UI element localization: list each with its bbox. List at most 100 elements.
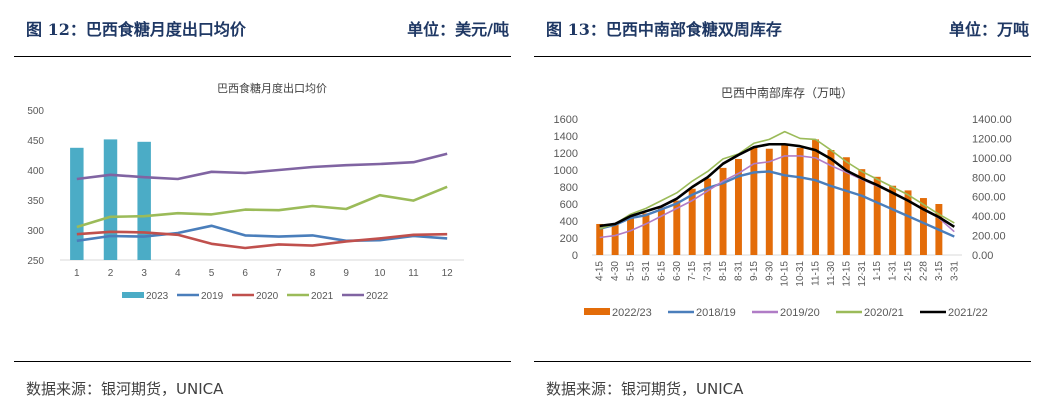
bar-2022/23 [781, 144, 789, 255]
bar-2022/23 [673, 200, 681, 255]
figure-title: 图 12：巴西食糖月度出口均价 [26, 20, 246, 39]
line-2021/22 [599, 142, 955, 228]
x-tick-label: 3-15 [934, 261, 945, 281]
bar-2022/23 [904, 190, 912, 255]
x-tick-label: 11-15 [811, 261, 822, 286]
x-tick-label: 5 [209, 268, 215, 279]
legend-label: 2019 [201, 291, 224, 302]
y-tick-label: 350 [27, 196, 44, 207]
y-tick-label: 450 [27, 136, 44, 147]
bar-2022/23 [873, 176, 881, 255]
x-tick-label: 6-30 [672, 261, 683, 281]
divider-bottom [14, 361, 511, 362]
legend-label: 2018/19 [696, 307, 736, 319]
chart-title: 巴西食糖月度出口均价 [217, 81, 327, 95]
x-tick-label: 3 [141, 268, 147, 279]
y2-tick-label: 400.00 [972, 211, 1006, 223]
y2-tick-label: 0.00 [972, 250, 993, 262]
x-tick-label: 6 [242, 268, 248, 279]
x-tick-label: 2-28 [918, 261, 929, 281]
y-tick-label: 1600 [554, 114, 578, 126]
chart-title: 巴西中南部库存（万吨） [721, 85, 853, 100]
figure-unit: 单位：美元/吨 [407, 20, 509, 39]
bar-2022/23 [889, 185, 897, 255]
y-tick-label: 1200 [554, 148, 578, 160]
y-tick-label: 400 [560, 216, 578, 228]
line-2020/21 [599, 130, 955, 230]
x-tick-label: 4 [175, 268, 181, 279]
y2-tick-label: 1000.00 [972, 153, 1012, 165]
x-tick-label: 2-15 [903, 261, 914, 281]
bar-2022/23 [919, 198, 927, 255]
divider-top [534, 56, 1031, 57]
divider-bottom [534, 361, 1031, 362]
legend-label: 2020 [256, 291, 279, 302]
y-tick-label: 600 [560, 199, 578, 211]
x-tick-label: 6-15 [656, 261, 667, 281]
y-tick-label: 1000 [554, 165, 578, 177]
x-tick-label: 4-15 [595, 261, 606, 281]
legend-swatch-2023 [122, 292, 144, 298]
bar-2022/23 [842, 157, 850, 255]
y-tick-label: 250 [27, 256, 44, 267]
x-tick-label: 7 [276, 268, 282, 279]
x-tick-label: 8 [310, 268, 316, 279]
legend-label: 2023 [146, 291, 169, 302]
data-source: 数据来源：银河期货，UNICA [546, 380, 744, 398]
bar-2023 [70, 147, 84, 260]
figure-panel-right: 图 13：巴西中南部食糖双周库存 单位：万吨 巴西中南部库存（万吨） 0 200 40… [534, 0, 1041, 415]
y-tick-label: 1400 [554, 131, 578, 143]
divider-top [14, 56, 511, 57]
x-tick-label: 10-31 [795, 261, 806, 287]
y2-tick-label: 200.00 [972, 231, 1006, 243]
x-tick-label: 12 [442, 268, 454, 279]
y-tick-label: 300 [27, 226, 44, 237]
bar-2022/23 [642, 213, 650, 255]
legend-swatch-2022/23 [584, 308, 610, 315]
x-tick-label: 1-31 [888, 261, 899, 281]
bar-2022/23 [812, 139, 820, 255]
bar-2022/23 [858, 169, 866, 255]
bar-2023 [137, 141, 151, 260]
legend-label: 2022/23 [612, 307, 652, 319]
legend-label: 2019/20 [780, 307, 820, 319]
bar-2022/23 [611, 224, 619, 255]
x-tick-label: 5-31 [641, 261, 652, 281]
y-tick-label: 200 [560, 233, 578, 245]
legend-label: 2021 [311, 291, 334, 302]
y2-tick-label: 600.00 [972, 192, 1006, 204]
data-source: 数据来源：银河期货，UNICA [26, 380, 224, 398]
bar-2022/23 [657, 207, 665, 255]
x-tick-label: 1-15 [872, 261, 883, 281]
inventory-chart: 巴西中南部库存（万吨） 0 200 400 600 800 1000 1200 1400 1600… [554, 85, 1012, 319]
x-tick-label: 10-15 [780, 261, 791, 287]
bar-2022/23 [627, 218, 635, 255]
x-tick-label: 11-30 [826, 261, 837, 286]
x-tick-label: 8-15 [718, 261, 729, 281]
line-2022 [76, 152, 448, 181]
x-tick-label: 9 [343, 268, 349, 279]
x-tick-label: 10 [374, 268, 386, 279]
x-tick-label: 11 [408, 268, 419, 279]
legend-label: 2021/22 [948, 307, 988, 319]
line-2020 [76, 230, 448, 250]
bar-2022/23 [750, 147, 758, 255]
bar-2022/23 [765, 148, 773, 255]
legend-label: 2022 [366, 291, 389, 302]
figure-panel-left: 图 12：巴西食糖月度出口均价 单位：美元/吨 巴西食糖月度出口均价 250 300… [14, 0, 521, 415]
bar-2023 [103, 139, 118, 260]
y2-tick-label: 1400.00 [972, 114, 1012, 126]
x-tick-label: 5-15 [626, 261, 637, 281]
x-tick-label: 4-30 [610, 261, 621, 281]
x-tick-label: 9-15 [749, 261, 760, 281]
line-2021 [76, 185, 448, 229]
legend-label: 2020/21 [864, 307, 904, 319]
y2-tick-label: 1200.00 [972, 133, 1012, 145]
figure-title: 图 13：巴西中南部食糖双周库存 [546, 20, 782, 39]
figure-unit: 单位：万吨 [948, 20, 1029, 39]
bar-2022/23 [796, 147, 804, 255]
x-tick-label: 3-31 [949, 261, 960, 281]
bar-2022/23 [734, 158, 742, 255]
bar-2022/23 [596, 223, 604, 255]
